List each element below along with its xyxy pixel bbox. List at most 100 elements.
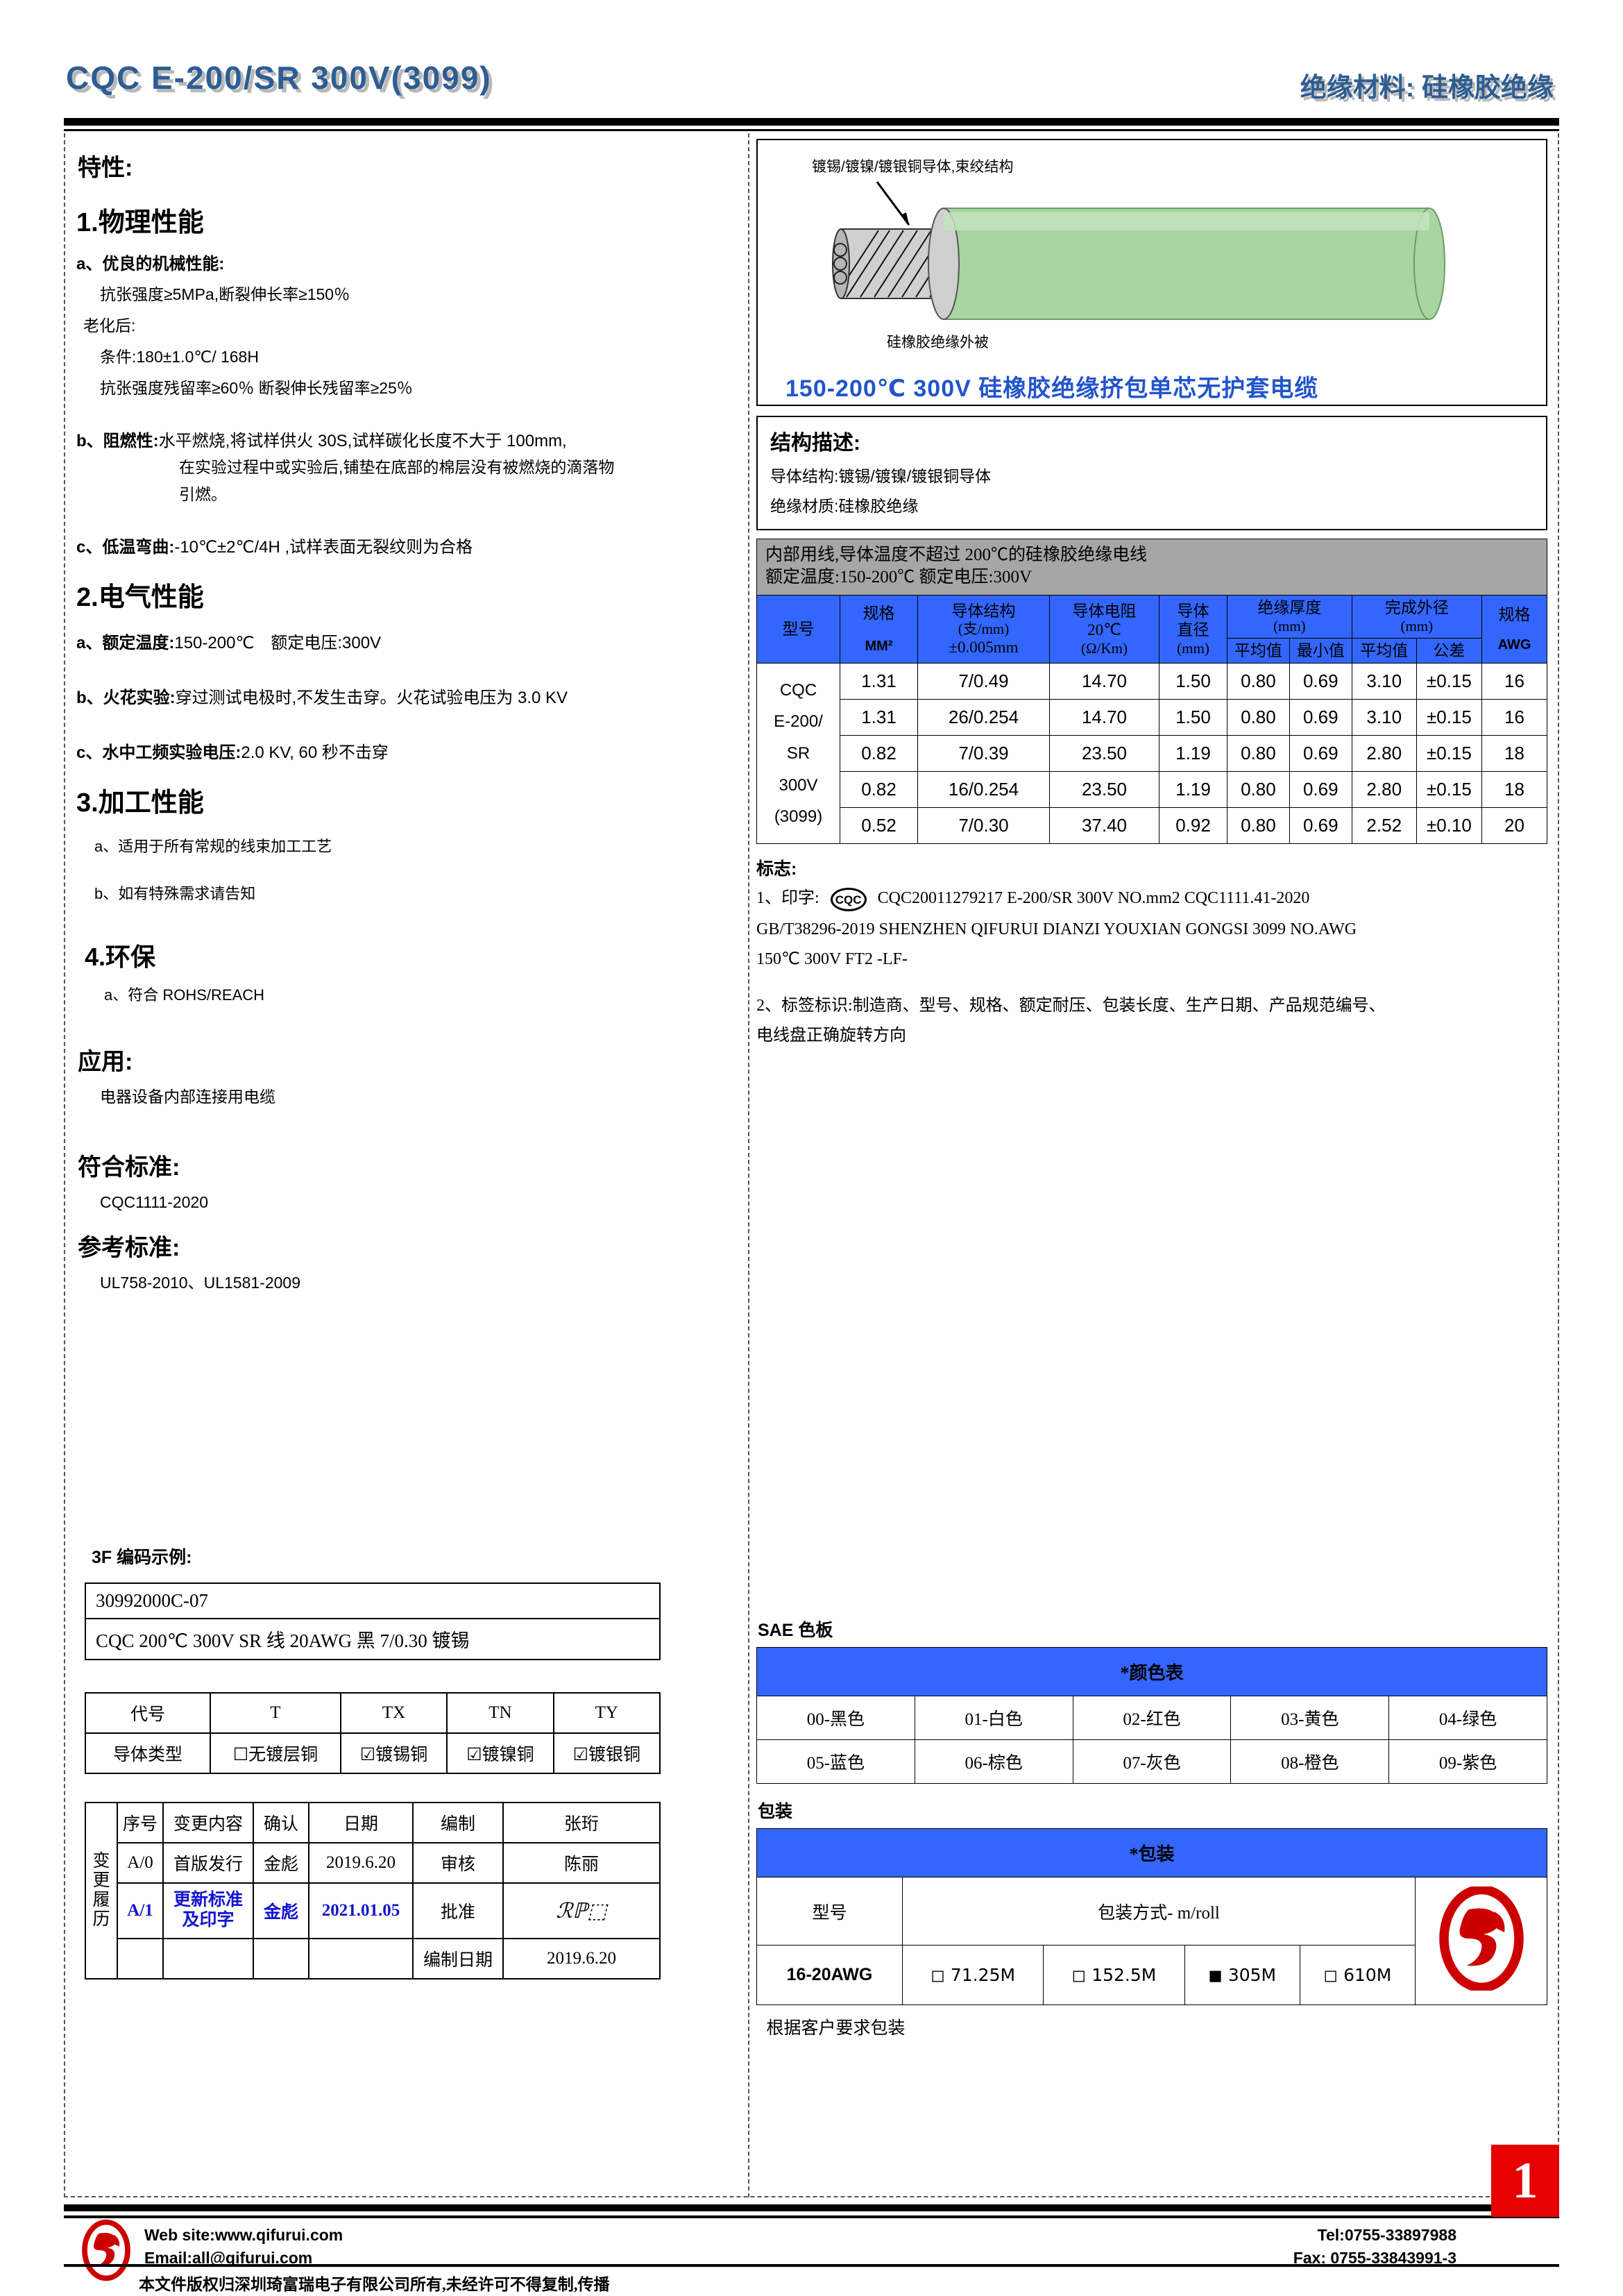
table-row: 平均值 最小值 平均值 公差 [757,637,1547,664]
cell-resistance: 14.70 [1049,663,1159,700]
col-diameter-unit: (mm) [1177,639,1209,657]
checkbox-unchecked-icon[interactable]: ◻ [1323,1965,1339,1985]
col-construction: 导体结构 (支/mm) ±0.005mm [917,594,1050,664]
sae-color-09: 09-紫色 [1388,1739,1547,1784]
table-row: 导体类型 ☐无镀层铜 ☑镀锡铜 ☑镀镍铜 ☑镀银铜 [85,1732,661,1775]
code-example-row2: CQC 200℃ 300V SR 线 20AWG 黑 7/0.30 镀锡 [86,1618,659,1659]
cell-construction: 7/0.49 [917,663,1050,700]
spec-table-head: 型号 规格 MM² 导体结构 (支/mm) ±0.005mm 导体电阻 20℃ … [756,594,1547,664]
section-3-heading: 3.加工性能 [76,788,204,818]
packaging-option-152[interactable]: ◻ 152.5M [1043,1944,1185,2006]
footer-tel: Tel:0755-33897988 [1317,2226,1456,2244]
history-row0-content: 首版发行 [162,1842,254,1884]
col-resistance-label: 导体电阻 [1072,602,1137,620]
section-1a-label: a、优良的机械性能: [76,255,225,273]
col-ins-thickness-unit: (mm) [1273,617,1306,634]
cell-ins-avg: 0.80 [1227,735,1290,773]
col-diameter-label1: 导体 [1177,602,1209,620]
cell-construction: 7/0.30 [917,807,1050,845]
table-row: *包装 [756,1828,1547,1878]
cell-size: 1.31 [840,663,918,700]
cell-resistance: 37.40 [1049,807,1159,845]
cond-hdr-ty: TY [552,1692,661,1734]
sae-color-table: *颜色表 00-黑色 01-白色 02-红色 03-黄色 04-绿色 05-蓝色… [756,1647,1547,1784]
footer-website[interactable]: Web site:www.qifurui.com [144,2226,343,2244]
col-size-label: 规格 [863,604,895,622]
checkbox-unchecked-icon[interactable]: ◻ [931,1965,945,1985]
col-ins-avg: 平均值 [1227,637,1290,664]
col-resistance-u2: (Ω/Km) [1081,639,1128,657]
structure-line2: 绝缘材质:硅橡胶绝缘 [770,497,919,515]
history-side-label: 变更履历 [85,1802,118,1980]
cell-ins-min: 0.69 [1289,807,1352,845]
cond-opt-tinned-copper[interactable]: ☑镀锡铜 [339,1732,448,1775]
cell-od-tol: ±0.15 [1416,771,1483,809]
col-od-avg: 平均值 [1351,637,1417,664]
structure-title: 结构描述: [770,432,860,455]
ref-standards-text: UL758-2010、UL1581-2009 [100,1274,300,1292]
model-line-0: CQC [779,680,817,700]
section-2b-text: 穿过测试电极时,不发生击穿。火花试验电压为 3.0 KV [175,689,568,708]
section-1a-line1: 抗张强度≥5MPa,断裂伸长率≥150％ [100,285,350,303]
packaging-option-71[interactable]: ◻ 71.25M [901,1944,1044,2006]
page-frame [64,133,1559,2197]
marking-line3: 150℃ 300V FT2 -LF- [756,949,908,968]
col-construction-u1: (支/mm) [958,621,1010,638]
jacket-callout-label: 硅橡胶绝缘外被 [887,335,989,351]
table-row: *颜色表 [756,1647,1547,1697]
table-row: 型号 包装方式- m/roll [756,1877,1547,2006]
cell-diameter: 1.19 [1159,771,1227,809]
cell-awg: 18 [1481,735,1547,773]
model-line-2: SR [786,744,810,763]
cond-opt-silver-copper[interactable]: ☑镀银铜 [552,1732,661,1775]
history-row2-content [162,1937,254,1980]
checkbox-checked-icon[interactable]: ◼ [1208,1965,1223,1985]
table-row: 代号 T TX TN TY [85,1692,661,1734]
col-diameter-label2: 直径 [1177,621,1209,639]
section-2c: c、水中工频实验电压:2.0 KV, 60 秒不击穿 [76,738,742,763]
section-2a-text: 150-200℃ 额定电压:300V [174,634,382,653]
history-row2-no [117,1937,164,1980]
sae-heading: SAE 色板 [758,1621,833,1641]
cable-caption: 150-200℃ 300V 硅橡胶绝缘挤包单芯无护套电缆 [785,375,1319,402]
section-1b-text1: 水平燃烧,将试样供火 30S,试样碳化长度不大于 100mm, [158,432,567,451]
cell-ins-avg: 0.80 [1227,699,1290,736]
history-row2-date [308,1937,414,1980]
col-resistance: 导体电阻 20℃ (Ω/Km) [1049,594,1159,664]
marking-title: 标志: [756,859,797,879]
cond-hdr-tn: TN [446,1692,554,1734]
footer-rule-thin [64,2215,1559,2218]
col-awg-unit: AWG [1497,637,1531,653]
cell-awg: 16 [1481,699,1547,736]
marking-print-label: 1、印字: [756,889,819,908]
cond-opt-bare-copper[interactable]: ☐无镀层铜 [210,1732,341,1775]
col-outer-dia: 完成外径 (mm) [1351,595,1483,639]
packaging-option-610[interactable]: ◻ 610M [1299,1944,1416,2006]
history-row0-person: 陈丽 [502,1842,661,1884]
marking-line2: GB/T38296-2019 SHENZHEN QIFURUI DIANZI Y… [756,920,1357,938]
section-1a-line3: 条件:180±1.0℃/ 168H [100,348,259,366]
section-1c-label: c、低温弯曲: [76,538,175,557]
cell-od-avg: 3.10 [1351,663,1417,700]
packaging-option-305[interactable]: ◼ 305M [1184,1944,1300,2006]
cond-opt-nickel-copper[interactable]: ☑镀镍铜 [446,1732,554,1775]
table-row: 0.82 7/0.39 23.50 1.19 0.80 0.69 2.80 ±0… [757,735,1547,773]
section-2-heading: 2.电气性能 [76,583,204,613]
history-row0-role: 审核 [412,1842,504,1884]
history-hdr-role: 编制 [412,1802,504,1844]
marking-print-value: CQC20011279217 E-200/SR 300V NO.mm2 CQC1… [877,889,1310,908]
spec-model-cell: CQC E-200/ SR 300V (3099) [756,663,840,845]
packaging-note: 根据客户要求包装 [756,2004,1547,2049]
history-row1-content: 更新标准 及印字 [162,1882,254,1939]
cell-diameter: 1.50 [1159,663,1227,700]
structure-line1: 导体结构:镀锡/镀镍/镀银铜导体 [770,467,992,485]
sae-color-07: 07-灰色 [1072,1739,1232,1784]
col-construction-u2: ±0.005mm [949,639,1019,657]
cell-construction: 7/0.39 [917,735,1050,773]
sae-color-08: 08-橙色 [1230,1739,1390,1784]
section-2c-text: 2.0 KV, 60 秒不击穿 [241,743,389,763]
footer-rule-thick [64,2204,1559,2211]
cell-od-tol: ±0.10 [1416,807,1483,845]
checkbox-unchecked-icon[interactable]: ◻ [1071,1965,1087,1985]
code-example-title: 3F 编码示例: [92,1548,192,1568]
